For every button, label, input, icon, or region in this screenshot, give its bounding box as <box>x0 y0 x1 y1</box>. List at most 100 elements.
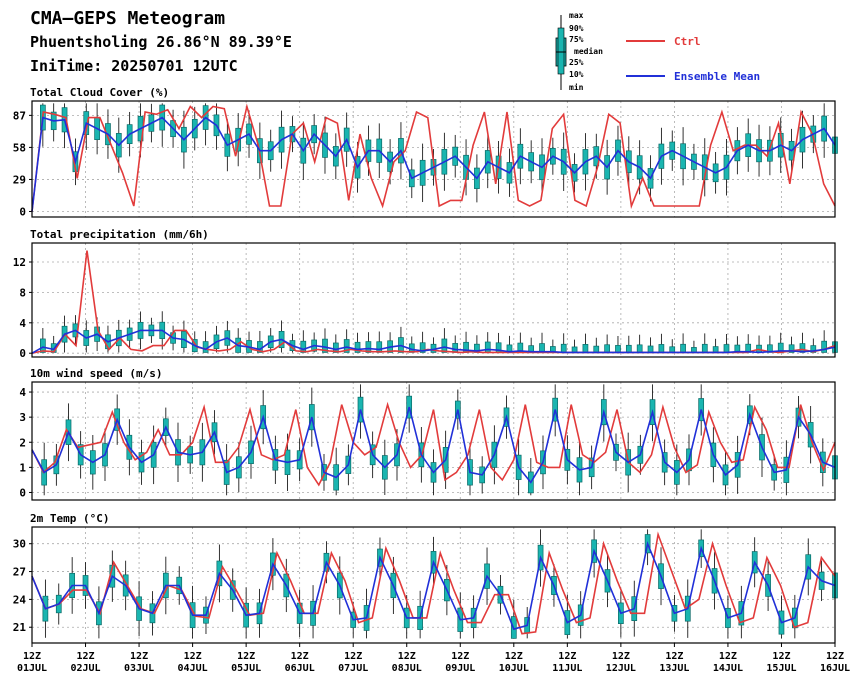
x-tick-label-date: 03JUL <box>124 663 154 674</box>
box-plot <box>50 103 57 142</box>
box-plot <box>528 337 535 353</box>
x-tick-label-hour: 12Z <box>665 651 683 662</box>
box-plot <box>593 337 600 353</box>
x-tick-label-date: 15JUL <box>766 663 796 674</box>
panel-1: 12 8 4 0 <box>13 242 838 360</box>
x-tick-label-date: 07JUL <box>338 663 368 674</box>
box-plot <box>691 340 697 353</box>
box-plot <box>604 334 610 353</box>
x-tick-label-date: 12JUL <box>606 663 636 674</box>
x-tick-label-hour: 12Z <box>184 651 202 662</box>
y-tick-label: 58 <box>13 141 26 154</box>
x-tick-label-hour: 12Z <box>344 651 362 662</box>
box-plot <box>159 103 166 147</box>
box-plot <box>322 328 328 353</box>
box-plot <box>506 335 513 353</box>
x-tick-label-hour: 12Z <box>77 651 95 662</box>
box-iqr <box>560 343 567 353</box>
box-iqr <box>376 341 383 353</box>
ctrl-series-line <box>31 401 836 487</box>
box-iqr <box>636 344 643 353</box>
box-plot <box>777 332 784 353</box>
box-plot <box>582 333 589 353</box>
box-plot <box>712 338 719 353</box>
legend-box-label: 25% <box>569 58 584 67</box>
panel-title-wind: 10m wind speed (m/s) <box>30 367 163 380</box>
x-tick-label-hour: 12Z <box>612 651 630 662</box>
legend-box-label: min <box>569 82 584 92</box>
box-iqr <box>647 345 654 353</box>
panel-2: 4 3 2 1 0 <box>19 381 838 501</box>
box-iqr <box>343 339 350 353</box>
mean-series-line <box>31 406 836 484</box>
y-tick-label: 0 <box>19 205 26 218</box>
box-plot <box>235 328 242 353</box>
y-tick-label: 87 <box>13 109 26 122</box>
legend-box-label: 10% <box>569 70 584 79</box>
panel-frame <box>31 526 836 644</box>
x-tick-label-hour: 12Z <box>451 651 469 662</box>
x-tick-label-hour: 12Z <box>719 651 737 662</box>
y-tick-label: 21 <box>13 621 27 634</box>
box-plot <box>788 336 795 353</box>
y-tick-label: 8 <box>19 286 26 299</box>
y-tick-label: 24 <box>13 593 27 606</box>
y-tick-label: 27 <box>13 566 26 579</box>
box-iqr <box>354 341 361 353</box>
box-iqr <box>615 345 621 353</box>
y-tick-label: 0 <box>19 486 26 499</box>
box-iqr <box>40 338 46 353</box>
box-iqr <box>788 344 795 353</box>
box-plot <box>615 336 621 353</box>
panel-0: 87 58 29 0 <box>13 100 838 218</box>
x-tick-label-date: 14JUL <box>713 663 743 674</box>
box-plot <box>387 332 393 353</box>
legend-box-label: 75% <box>569 35 584 44</box>
mean-series-line <box>31 116 836 212</box>
box-plot <box>202 103 209 146</box>
box-plot <box>658 333 665 353</box>
legend-mean-label: Ensemble Mean <box>674 70 760 83</box>
box-plot <box>224 320 231 353</box>
x-tick-label-hour: 12Z <box>237 651 255 662</box>
x-tick-label-hour: 12Z <box>398 651 416 662</box>
box-iqr <box>332 342 339 353</box>
box-iqr <box>365 341 372 353</box>
x-tick-label-date: 11JUL <box>552 663 582 674</box>
box-iqr <box>680 343 686 353</box>
box-plot <box>636 334 643 353</box>
x-tick-label-date: 06JUL <box>285 663 315 674</box>
y-tick-label: 1 <box>19 461 26 474</box>
box-iqr <box>701 343 708 353</box>
init-time-label: IniTime: 20250701 12UTC <box>30 57 238 75</box>
box-plot <box>550 339 556 353</box>
box-iqr <box>593 345 600 353</box>
location-label: Phuentsholing 26.86°N 89.39°E <box>30 33 292 51</box>
legend-ctrl-label: Ctrl <box>674 35 701 48</box>
legend-box-label: median <box>574 46 603 56</box>
panel-title-precip: Total precipitation (mm/6h) <box>30 228 209 241</box>
x-tick-label-date: 08JUL <box>392 663 422 674</box>
box-plot <box>267 328 274 353</box>
box-iqr <box>300 340 307 353</box>
x-tick-label-hour: 12Z <box>505 651 523 662</box>
box-iqr <box>484 341 491 353</box>
y-tick-label: 3 <box>19 411 26 424</box>
x-tick-label-hour: 12Z <box>23 651 41 662</box>
x-tick-label-date: 04JUL <box>178 663 208 674</box>
panel-frame <box>31 242 836 358</box>
box-plot <box>115 319 122 353</box>
mean-series-line <box>31 329 836 354</box>
box-plot <box>40 328 46 353</box>
panel-title-cloud: Total Cloud Cover (%) <box>30 86 170 99</box>
x-tick-label-hour: 12Z <box>772 651 790 662</box>
x-tick-label-date: 09JUL <box>445 663 475 674</box>
x-tick-label-hour: 12Z <box>826 651 844 662</box>
box-iqr <box>821 340 827 353</box>
box-plot <box>701 333 708 353</box>
chart-title: CMA—GEPS Meteogram <box>30 8 226 29</box>
y-tick-label: 0 <box>19 347 26 360</box>
box-plot <box>560 333 567 353</box>
box-plot <box>539 332 545 353</box>
